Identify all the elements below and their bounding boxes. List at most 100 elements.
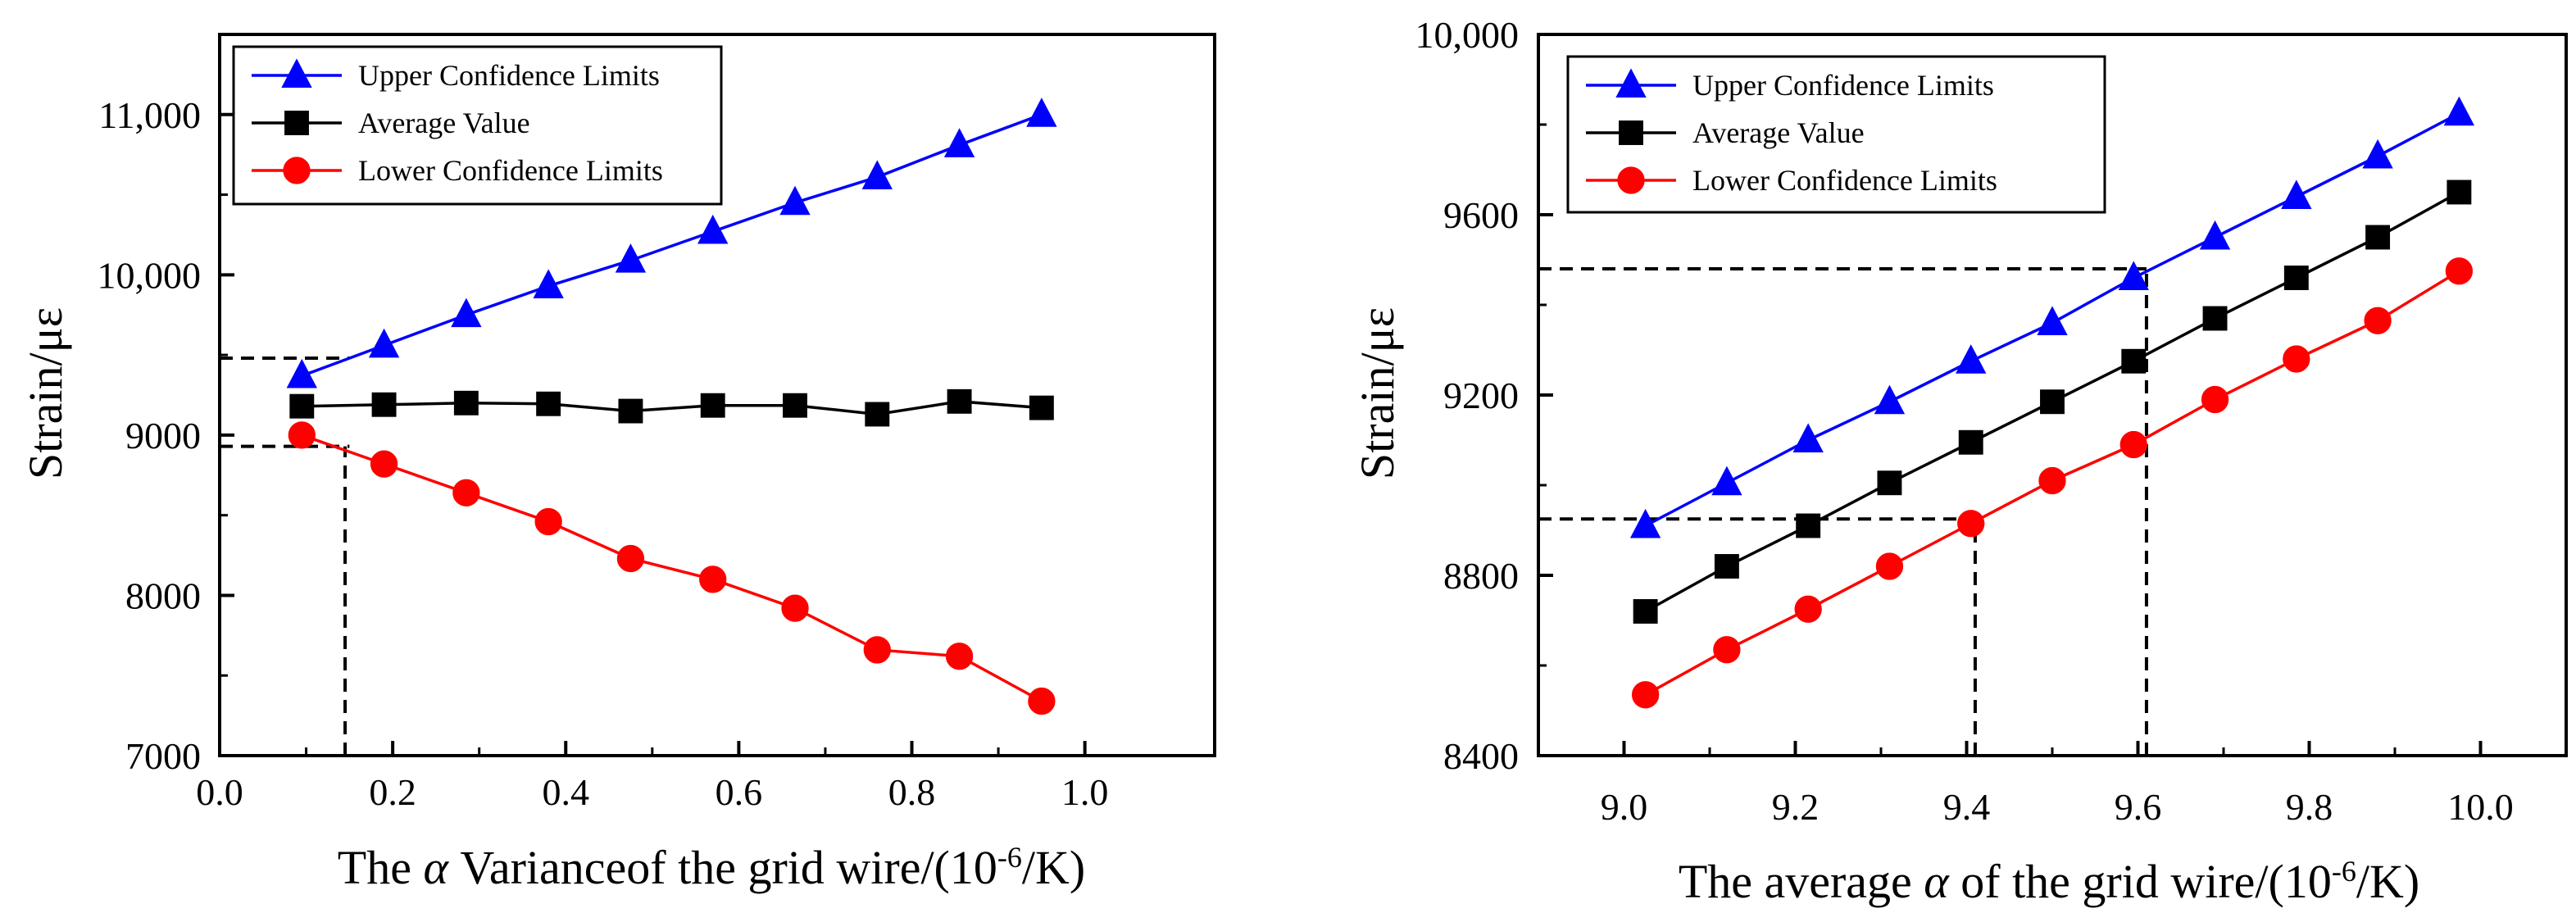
data-point <box>2040 389 2065 415</box>
x-tick-label: 9.2 <box>1772 786 1820 828</box>
chart-panel-1: 0.0 0.2 0.4 0.6 0.8 1.0 7000 8000 9000 10,000 11,0… <box>19 33 1216 894</box>
data-point <box>286 358 317 388</box>
y-tick-label: 8000 <box>125 575 201 616</box>
x-tick-label: 10.0 <box>2447 786 2514 828</box>
x-tick-label: 9.0 <box>1601 786 1648 828</box>
data-point <box>2362 139 2393 169</box>
data-point <box>1874 384 1906 415</box>
data-point <box>616 544 645 573</box>
series-square-2 <box>1633 179 2472 624</box>
x-axis-title-prefix: The <box>338 841 424 894</box>
data-point <box>618 398 643 424</box>
legend: Upper Confidence Limits Average Value Lowe… <box>1566 55 2106 214</box>
y-tick-label: 8400 <box>1443 735 1519 777</box>
data-point <box>2119 430 2147 459</box>
data-point <box>1796 513 1821 538</box>
data-point <box>536 391 561 416</box>
legend-label: Average Value <box>1692 116 1865 149</box>
y-tick-label: 7000 <box>125 735 201 777</box>
data-point <box>699 565 727 593</box>
alpha-symbol: α <box>1924 855 1950 908</box>
plot-frame <box>218 33 1216 757</box>
series-line <box>301 434 1043 703</box>
y-tick-label: 10,000 <box>98 254 202 296</box>
data-point <box>2445 257 2474 285</box>
data-point <box>700 393 725 418</box>
series-line <box>302 400 1043 416</box>
series-square-2 <box>289 388 1054 427</box>
series-triangle-1 <box>286 98 1057 388</box>
x-tick-label: 0.8 <box>888 771 936 813</box>
series-circle-3 <box>288 421 1056 715</box>
data-point <box>451 297 482 328</box>
y-tick-label: 10,000 <box>1415 14 1520 56</box>
data-point <box>2038 466 2066 495</box>
y-axis-title: Strain/με <box>1351 307 1404 479</box>
x-axis-title-superscript: -6 <box>2332 855 2356 888</box>
data-point <box>697 214 729 244</box>
x-tick-label: 9.6 <box>2115 786 2162 828</box>
data-point <box>1958 429 1983 455</box>
x-axis-title: The average α of the grid wire/(10-6/K) <box>1679 855 2419 908</box>
data-point <box>1633 599 1658 624</box>
x-axis-title-prefix: The average <box>1679 855 1924 908</box>
data-point <box>453 390 479 416</box>
data-point <box>534 507 562 536</box>
legend-label: Lower Confidence Limits <box>1692 164 1997 197</box>
data-point <box>1714 554 1739 579</box>
data-point <box>2118 261 2149 290</box>
data-point <box>2283 345 2310 373</box>
x-axis-title-suffix: /K) <box>2356 855 2419 908</box>
chart-panel-2: 9.0 9.2 9.4 9.6 9.8 10.0 8400 8800 9200 9600 10,00… <box>1351 14 2568 908</box>
data-point <box>861 160 893 189</box>
data-point <box>863 636 891 664</box>
legend-label: Upper Confidence Limits <box>1692 69 1994 102</box>
data-point <box>2281 179 2312 209</box>
data-point <box>289 393 315 419</box>
data-point <box>947 388 972 414</box>
data-point <box>1875 552 1904 580</box>
x-axis-title-suffix: /K) <box>1022 841 1085 894</box>
data-point <box>943 128 975 157</box>
x-tick-label: 0.4 <box>543 771 590 813</box>
legend-marker <box>1617 166 1645 194</box>
legend-box <box>232 45 723 206</box>
legend-box <box>1566 55 2106 214</box>
legend: Upper Confidence Limits Average Value Lowe… <box>232 45 723 206</box>
data-point <box>1713 636 1741 664</box>
data-point <box>2364 307 2392 334</box>
guide-lines <box>1538 267 2148 756</box>
data-point <box>288 421 316 449</box>
data-point <box>371 392 397 417</box>
y-tick-label: 11,000 <box>98 94 201 136</box>
data-point <box>781 594 809 622</box>
data-point <box>533 269 564 298</box>
data-point <box>1629 508 1661 538</box>
y-tick-label: 9600 <box>1443 194 1519 236</box>
x-tick-label: 9.4 <box>1943 786 1991 828</box>
y-axis-ticks: 8400 8800 9200 9600 10,000 <box>1415 14 1553 777</box>
x-axis-title: The α Varianceof the grid wire/(10-6/K) <box>338 841 1085 894</box>
legend-marker <box>284 111 309 135</box>
data-point <box>1792 423 1824 452</box>
legend-marker <box>1615 68 1647 98</box>
y-tick-label: 9000 <box>125 415 201 456</box>
data-point <box>1026 98 1057 127</box>
data-point <box>1877 470 1902 496</box>
data-point <box>2199 220 2231 250</box>
x-tick-label: 9.8 <box>2286 786 2333 828</box>
x-axis-title-superscript: -6 <box>997 841 1022 874</box>
y-axis-ticks: 7000 8000 9000 10,000 11,000 <box>98 94 234 777</box>
data-point <box>368 328 400 358</box>
data-point <box>1028 687 1056 715</box>
data-point <box>2037 306 2068 335</box>
data-point <box>783 393 807 418</box>
data-point <box>370 450 398 478</box>
series-line <box>301 113 1043 378</box>
x-axis-ticks: 0.0 0.2 0.4 0.6 0.8 1.0 <box>196 741 1108 813</box>
x-tick-label: 0.2 <box>369 771 416 813</box>
data-point <box>779 185 811 216</box>
data-point <box>452 479 480 506</box>
legend-label: Average Value <box>358 107 530 139</box>
x-axis-title-middle: of the grid wire/(10 <box>1949 855 2332 908</box>
